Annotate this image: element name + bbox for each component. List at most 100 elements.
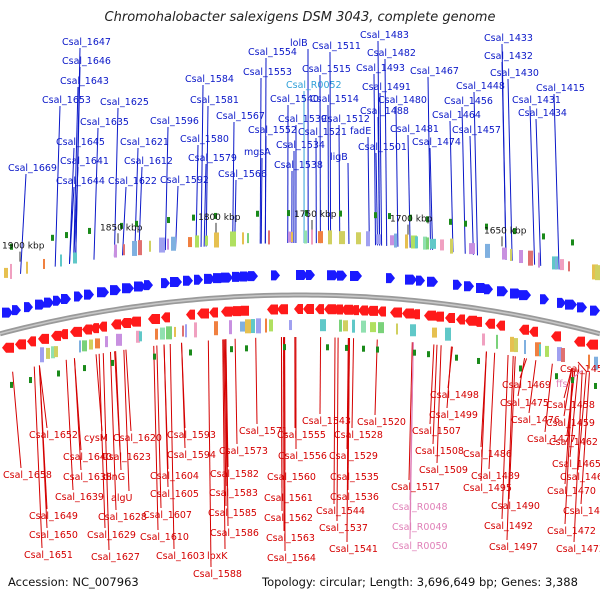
- gene-label[interactable]: Csal_1528: [334, 430, 383, 441]
- gene-label[interactable]: Csal_1580: [180, 134, 229, 145]
- gene-label[interactable]: Csal_1453: [560, 364, 600, 375]
- gene-label[interactable]: Csal_1564: [267, 553, 316, 564]
- gene-label[interactable]: Csal_1467: [410, 66, 459, 77]
- gene-label[interactable]: Csal_1474: [412, 137, 461, 148]
- gene-label[interactable]: Csal_1540: [270, 94, 319, 105]
- gene-label[interactable]: Csal_1583: [209, 488, 258, 499]
- gene-label[interactable]: Csal_1620: [113, 433, 162, 444]
- gene-label[interactable]: Csal_1649: [29, 511, 78, 522]
- gene-label[interactable]: Csal_1501: [358, 142, 407, 153]
- gene-label[interactable]: Csal_1563: [266, 533, 315, 544]
- gene-label[interactable]: Csal_1554: [248, 47, 297, 58]
- gene-label[interactable]: Csal_1556: [278, 451, 327, 462]
- gene-label[interactable]: Csal_1638: [63, 472, 112, 483]
- gene-label[interactable]: Csal_1468: [560, 472, 600, 483]
- gene-label[interactable]: Csal_1647: [62, 37, 111, 48]
- gene-label[interactable]: Csal_1651: [24, 550, 73, 561]
- gene-label[interactable]: Csal_1669: [8, 163, 57, 174]
- gene-label[interactable]: Csal_1415: [536, 83, 585, 94]
- gene-label[interactable]: Csal_1539: [278, 114, 327, 125]
- gene-label[interactable]: Csal_1507: [412, 426, 461, 437]
- gene-label[interactable]: Csal_1594: [167, 450, 216, 461]
- gene-label[interactable]: Csal_1470: [547, 486, 596, 497]
- gene-label[interactable]: Csal_1499: [429, 410, 478, 421]
- gene-label[interactable]: Csal_1579: [188, 153, 237, 164]
- gene-label[interactable]: Csal_1653: [42, 95, 91, 106]
- gene-label[interactable]: Csal_1536: [330, 492, 379, 503]
- gene-label[interactable]: Csal_1473: [556, 544, 600, 555]
- gene-label[interactable]: Csal_1584: [185, 74, 234, 85]
- gene-label[interactable]: Csal_1612: [124, 156, 173, 167]
- gene-label[interactable]: Csal_1459: [546, 418, 595, 429]
- gene-label[interactable]: Csal_1573: [219, 446, 268, 457]
- gene-label[interactable]: Csal_1477: [527, 434, 576, 445]
- gene-label[interactable]: Csal_1610: [140, 532, 189, 543]
- gene-label[interactable]: Csal_1433: [484, 33, 533, 44]
- gene-label[interactable]: Csal_1509: [419, 465, 468, 476]
- gene-label[interactable]: Csal_1561: [264, 493, 313, 504]
- gene-label[interactable]: Csal_1498: [430, 390, 479, 401]
- gene-label[interactable]: Csal_1566: [218, 169, 267, 180]
- gene-label[interactable]: Csal_1645: [56, 137, 105, 148]
- gene-label[interactable]: Csal_1625: [100, 97, 149, 108]
- gene-label[interactable]: Csal_1465: [552, 459, 600, 470]
- gene-label[interactable]: Csal_1492: [484, 521, 533, 532]
- gene-label[interactable]: Csal_1621: [120, 137, 169, 148]
- gene-label[interactable]: Csal_1643: [60, 76, 109, 87]
- gene-label[interactable]: mgsA: [244, 147, 271, 158]
- gene-label[interactable]: Csal_1457: [452, 125, 501, 136]
- gene-label[interactable]: Csal_R0048: [392, 502, 448, 513]
- gene-label[interactable]: Csal_1555: [277, 430, 326, 441]
- gene-label[interactable]: Csal_R0050: [392, 541, 448, 552]
- gene-label[interactable]: Csal_1430: [490, 68, 539, 79]
- gene-label[interactable]: Csal_1464: [432, 110, 481, 121]
- gene-label[interactable]: Csal_1650: [29, 530, 78, 541]
- gene-label[interactable]: Csal_1596: [150, 116, 199, 127]
- gene-label[interactable]: Csal_1490: [491, 501, 540, 512]
- gene-label[interactable]: Csal_1469: [502, 380, 551, 391]
- gene-label[interactable]: Csal_1585: [208, 508, 257, 519]
- gene-label[interactable]: Csal_1521: [298, 127, 347, 138]
- gene-label[interactable]: lpxK: [207, 551, 228, 562]
- gene-label[interactable]: Csal_1471: [563, 506, 600, 517]
- gene-label[interactable]: Csal_1472: [547, 526, 596, 537]
- gene-label[interactable]: Csal_1571: [239, 426, 288, 437]
- gene-label[interactable]: dinG: [103, 472, 125, 483]
- gene-label[interactable]: cysM: [84, 433, 108, 444]
- gene-label[interactable]: Csal_1434: [518, 108, 567, 119]
- gene-label[interactable]: Csal_1623: [102, 452, 151, 463]
- gene-label[interactable]: Csal_1512: [321, 114, 370, 125]
- gene-label[interactable]: Csal_1538: [274, 160, 323, 171]
- gene-label[interactable]: Csal_1482: [367, 48, 416, 59]
- gene-label[interactable]: Csal_1508: [415, 446, 464, 457]
- gene-label[interactable]: Csal_1432: [484, 51, 533, 62]
- gene-label[interactable]: Csal_R0052: [286, 80, 342, 91]
- gene-label[interactable]: lolB: [290, 38, 308, 49]
- gene-label[interactable]: Csal_1560: [267, 472, 316, 483]
- gene-label[interactable]: Csal_1476: [511, 415, 560, 426]
- gene-label[interactable]: Csal_1588: [193, 569, 242, 580]
- gene-label[interactable]: Csal_1582: [210, 469, 259, 480]
- gene-label[interactable]: Csal_1534: [276, 140, 325, 151]
- gene-label[interactable]: Csal_1562: [264, 513, 313, 524]
- gene-label[interactable]: Csal_1607: [143, 510, 192, 521]
- gene-label[interactable]: Csal_1475: [500, 398, 549, 409]
- gene-label[interactable]: Csal_1517: [391, 482, 440, 493]
- gene-label[interactable]: Csal_1628: [98, 512, 147, 523]
- gene-label[interactable]: Csal_1544: [316, 506, 365, 517]
- gene-label[interactable]: Csal_1535: [330, 472, 379, 483]
- gene-label[interactable]: Csal_1431: [512, 95, 561, 106]
- gene-label[interactable]: ligB: [330, 152, 348, 163]
- gene-label[interactable]: Csal_1640: [63, 452, 112, 463]
- gene-label[interactable]: Csal_1603: [156, 551, 205, 562]
- gene-label[interactable]: Csal_1495: [463, 483, 512, 494]
- gene-label[interactable]: Csal_1515: [302, 64, 351, 75]
- gene-label[interactable]: Csal_1483: [360, 30, 409, 41]
- gene-label[interactable]: Csal_1541: [329, 544, 378, 555]
- gene-label[interactable]: Csal_1646: [62, 56, 111, 67]
- gene-label[interactable]: Csal_1652: [29, 430, 78, 441]
- gene-label[interactable]: Csal_1497: [489, 542, 538, 553]
- gene-label[interactable]: Csal_1543: [302, 416, 351, 427]
- gene-label[interactable]: Csal_1552: [248, 125, 297, 136]
